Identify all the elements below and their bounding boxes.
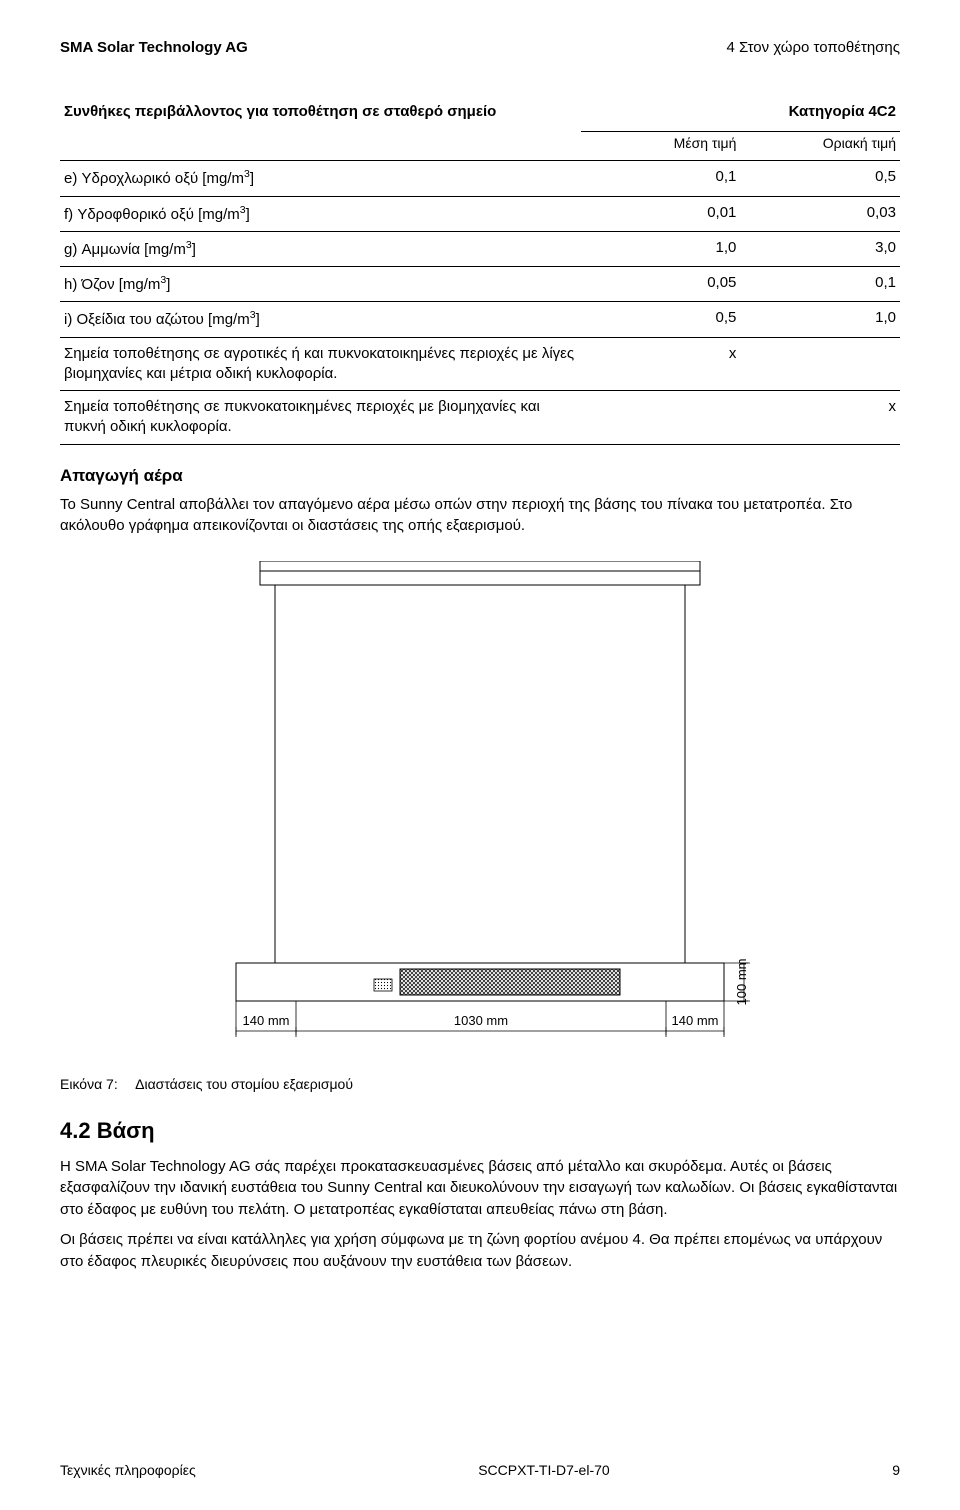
row-label: i) Οξείδια του αζώτου [mg/m3] xyxy=(60,302,581,337)
table-row: h) Όζον [mg/m3]0,050,1 xyxy=(60,267,900,302)
row-label: Σημεία τοποθέτησης σε πυκνοκατοικημένες … xyxy=(60,391,581,445)
row-label: f) Υδροφθορικό οξύ [mg/m3] xyxy=(60,196,581,231)
chapter-label: 4 Στον χώρο τοποθέτησης xyxy=(727,38,900,58)
table-row: g) Αμμωνία [mg/m3]1,03,0 xyxy=(60,231,900,266)
row-mean: 1,0 xyxy=(581,231,741,266)
row-mean: 0,05 xyxy=(581,267,741,302)
row-limit: x xyxy=(740,391,900,445)
vent-diagram: 140 mm 1030 mm 140 mm 100 mm xyxy=(60,561,900,1061)
row-limit: 0,1 xyxy=(740,267,900,302)
table-row: Σημεία τοποθέτησης σε πυκνοκατοικημένες … xyxy=(60,391,900,445)
figure-number: Εικόνα 7: xyxy=(60,1075,132,1094)
venting-paragraph: Το Sunny Central αποβάλλει τον απαγόμενο… xyxy=(60,494,900,538)
base-p1: Η SMA Solar Technology AG σάς παρέχει πρ… xyxy=(60,1156,900,1221)
table-row: Σημεία τοποθέτησης σε αγροτικές ή και πυ… xyxy=(60,337,900,391)
row-limit xyxy=(740,337,900,391)
th-title: Συνθήκες περιβάλλοντος για τοποθέτηση σε… xyxy=(60,96,581,161)
row-label: g) Αμμωνία [mg/m3] xyxy=(60,231,581,266)
venting-heading: Απαγωγή αέρα xyxy=(60,465,900,488)
conditions-table: Συνθήκες περιβάλλοντος για τοποθέτηση σε… xyxy=(60,96,900,444)
svg-text:100 mm: 100 mm xyxy=(734,959,749,1006)
th-limit: Οριακή τιμή xyxy=(740,131,900,161)
th-mean: Μέση τιμή xyxy=(581,131,741,161)
row-mean xyxy=(581,391,741,445)
table-row: i) Οξείδια του αζώτου [mg/m3]0,51,0 xyxy=(60,302,900,337)
page-header: SMA Solar Technology AG 4 Στον χώρο τοπο… xyxy=(60,38,900,58)
company-name: SMA Solar Technology AG xyxy=(60,38,248,58)
page-footer: Τεχνικές πληροφορίες SCCPXT-TI-D7-el-70 … xyxy=(60,1461,900,1480)
svg-text:1030 mm: 1030 mm xyxy=(454,1013,508,1028)
row-limit: 1,0 xyxy=(740,302,900,337)
row-mean: x xyxy=(581,337,741,391)
row-limit: 3,0 xyxy=(740,231,900,266)
row-limit: 0,5 xyxy=(740,161,900,196)
row-label: Σημεία τοποθέτησης σε αγροτικές ή και πυ… xyxy=(60,337,581,391)
figure-text: Διαστάσεις του στομίου εξαερισμού xyxy=(135,1076,353,1092)
row-label: h) Όζον [mg/m3] xyxy=(60,267,581,302)
row-limit: 0,03 xyxy=(740,196,900,231)
footer-right: 9 xyxy=(892,1461,900,1480)
footer-center: SCCPXT-TI-D7-el-70 xyxy=(478,1461,609,1480)
table-row: f) Υδροφθορικό οξύ [mg/m3]0,010,03 xyxy=(60,196,900,231)
footer-left: Τεχνικές πληροφορίες xyxy=(60,1461,196,1480)
svg-text:140 mm: 140 mm xyxy=(243,1013,290,1028)
row-mean: 0,1 xyxy=(581,161,741,196)
figure-caption: Εικόνα 7: Διαστάσεις του στομίου εξαερισ… xyxy=(60,1075,900,1094)
table-row: e) Υδροχλωρικό οξύ [mg/m3]0,10,5 xyxy=(60,161,900,196)
row-mean: 0,01 xyxy=(581,196,741,231)
base-p2: Οι βάσεις πρέπει να είναι κατάλληλες για… xyxy=(60,1229,900,1273)
th-category: Κατηγορία 4C2 xyxy=(581,96,900,131)
row-mean: 0,5 xyxy=(581,302,741,337)
base-heading: 4.2 Βάση xyxy=(60,1116,900,1146)
row-label: e) Υδροχλωρικό οξύ [mg/m3] xyxy=(60,161,581,196)
svg-text:140 mm: 140 mm xyxy=(672,1013,719,1028)
